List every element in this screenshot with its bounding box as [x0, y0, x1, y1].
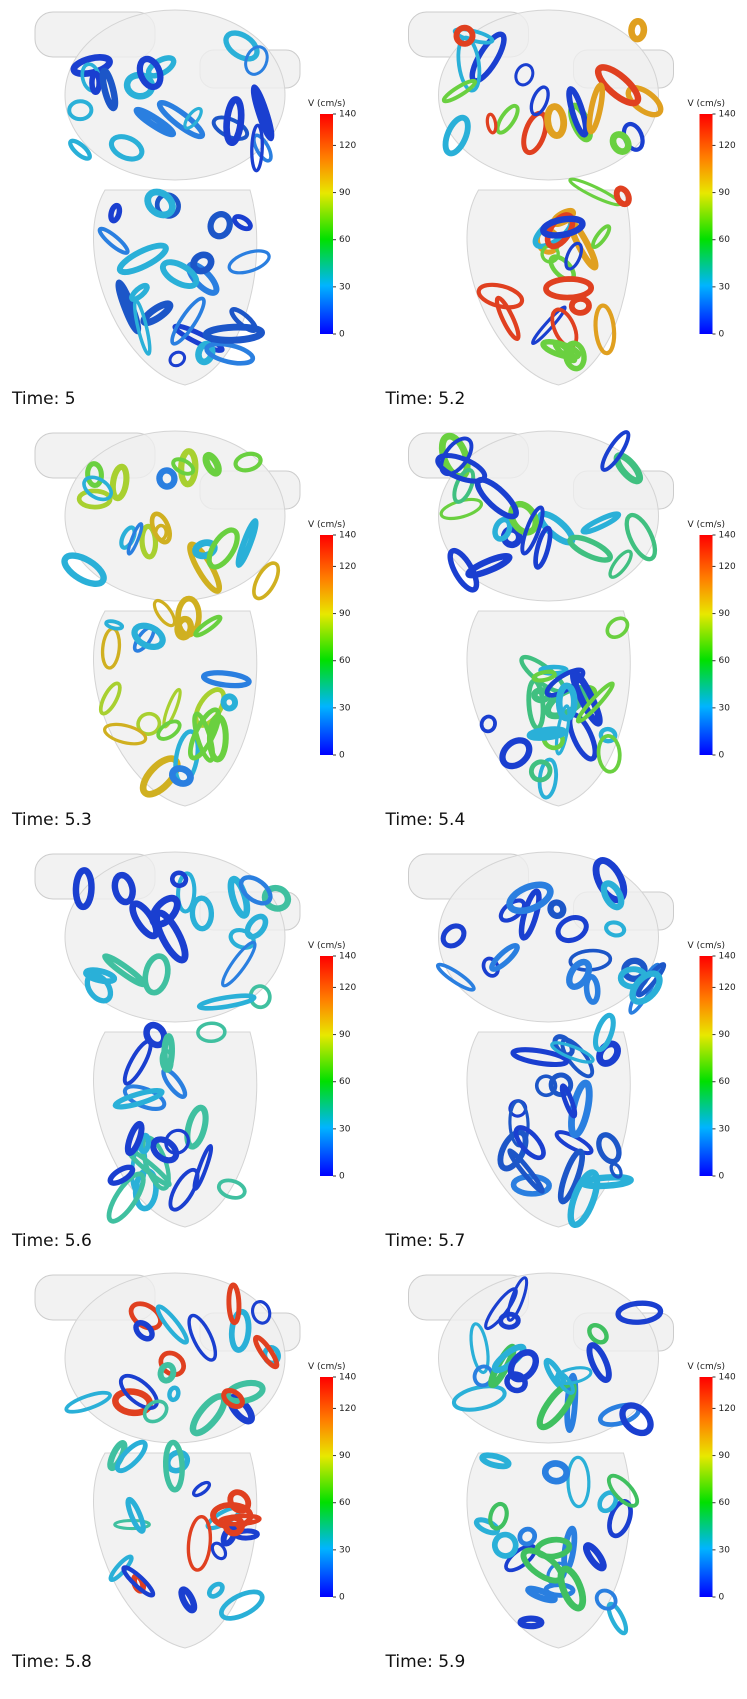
colorbar — [320, 1377, 333, 1597]
panel: V (cm/s) 0 30 60 90 120 140 Time: 5 — [11, 10, 356, 409]
colorbar-tick-label: 60 — [339, 656, 351, 666]
colorbar-tick-label: 0 — [339, 751, 345, 761]
colorbar-tick-label: 0 — [339, 1593, 345, 1603]
colorbar-tick-label: 140 — [719, 110, 736, 120]
colorbar-tick-label: 90 — [339, 188, 351, 198]
colorbar-tick-label: 0 — [719, 1593, 725, 1603]
colorbar-tick-label: 60 — [719, 235, 731, 245]
colorbar-tick-label: 120 — [339, 983, 356, 993]
colorbar-tick-label: 120 — [339, 141, 356, 151]
atrium — [65, 431, 285, 601]
vortex — [631, 21, 645, 40]
colorbar — [700, 1377, 713, 1597]
colorbar-title: V (cm/s) — [688, 1362, 725, 1372]
panel: V (cm/s) 0 30 60 90 120 140 Time: 5.2 — [385, 10, 736, 409]
panel: V (cm/s) 0 30 60 90 120 140 Time: 5.8 — [11, 1273, 356, 1672]
colorbar-title: V (cm/s) — [688, 941, 725, 951]
colorbar-tick-label: 140 — [719, 531, 736, 541]
colorbar-tick-label: 30 — [719, 282, 731, 292]
time-label: Time: 5.2 — [385, 389, 466, 409]
colorbar-tick-label: 30 — [719, 703, 731, 713]
colorbar-tick-label: 90 — [719, 1030, 731, 1040]
colorbar-tick-label: 0 — [719, 751, 725, 761]
colorbar — [320, 956, 333, 1176]
page: V (cm/s) 0 30 60 90 120 140 Time: 5 V (cm/s) 0 30 6… — [0, 0, 747, 1699]
colorbar-tick-label: 0 — [339, 330, 345, 340]
colorbar-title: V (cm/s) — [688, 520, 725, 530]
colorbar — [700, 956, 713, 1176]
colorbar-tick-label: 90 — [719, 188, 731, 198]
colorbar-title: V (cm/s) — [308, 1362, 345, 1372]
panel: V (cm/s) 0 30 60 90 120 140 Time: 5.4 — [385, 429, 736, 830]
colorbar-tick-label: 0 — [719, 330, 725, 340]
colorbar-tick-label: 90 — [339, 609, 351, 619]
time-label: Time: 5.3 — [11, 810, 92, 830]
colorbar-tick-label: 0 — [339, 1172, 345, 1182]
colorbar — [700, 535, 713, 755]
colorbar-tick-label: 60 — [339, 1498, 351, 1508]
time-label: Time: 5.6 — [11, 1231, 92, 1251]
atrium — [439, 852, 659, 1022]
colorbar-tick-label: 140 — [339, 952, 356, 962]
figure: V (cm/s) 0 30 60 90 120 140 Time: 5 V (cm/s) 0 30 6… — [0, 0, 747, 1699]
colorbar-tick-label: 120 — [339, 562, 356, 572]
panel: V (cm/s) 0 30 60 90 120 140 Time: 5.9 — [385, 1273, 736, 1672]
colorbar-tick-label: 90 — [339, 1030, 351, 1040]
time-label: Time: 5.9 — [385, 1652, 466, 1672]
time-label: Time: 5.7 — [385, 1231, 466, 1251]
colorbar-tick-label: 140 — [719, 952, 736, 962]
panel: V (cm/s) 0 30 60 90 120 140 Time: 5.6 — [11, 852, 356, 1251]
colorbar-tick-label: 120 — [339, 1404, 356, 1414]
colorbar-tick-label: 120 — [719, 1404, 736, 1414]
colorbar-tick-label: 60 — [339, 1077, 351, 1087]
colorbar-tick-label: 120 — [719, 141, 736, 151]
colorbar-tick-label: 30 — [339, 1124, 351, 1134]
colorbar-title: V (cm/s) — [688, 99, 725, 109]
colorbar-tick-label: 30 — [339, 282, 351, 292]
time-label: Time: 5 — [11, 389, 76, 409]
colorbar-tick-label: 90 — [719, 609, 731, 619]
colorbar-tick-label: 140 — [339, 110, 356, 120]
colorbar-tick-label: 30 — [719, 1124, 731, 1134]
colorbar-tick-label: 140 — [339, 1373, 356, 1383]
colorbar-tick-label: 30 — [339, 703, 351, 713]
colorbar-tick-label: 120 — [719, 983, 736, 993]
colorbar-tick-label: 90 — [719, 1451, 731, 1461]
colorbar-tick-label: 140 — [719, 1373, 736, 1383]
time-label: Time: 5.8 — [11, 1652, 92, 1672]
panel: V (cm/s) 0 30 60 90 120 140 Time: 5.7 — [385, 852, 736, 1251]
colorbar-tick-label: 90 — [339, 1451, 351, 1461]
colorbar-tick-label: 60 — [719, 1077, 731, 1087]
colorbar-tick-label: 0 — [719, 1172, 725, 1182]
colorbar — [700, 114, 713, 334]
colorbar-title: V (cm/s) — [308, 99, 345, 109]
panel: V (cm/s) 0 30 60 90 120 140 Time: 5.3 — [11, 431, 356, 830]
colorbar-tick-label: 120 — [719, 562, 736, 572]
colorbar-title: V (cm/s) — [308, 941, 345, 951]
colorbar-tick-label: 60 — [719, 1498, 731, 1508]
colorbar-tick-label: 30 — [339, 1545, 351, 1555]
colorbar-tick-label: 140 — [339, 531, 356, 541]
colorbar-title: V (cm/s) — [308, 520, 345, 530]
colorbar-tick-label: 60 — [719, 656, 731, 666]
colorbar — [320, 114, 333, 334]
time-label: Time: 5.4 — [385, 810, 466, 830]
vortex — [530, 728, 564, 738]
colorbar — [320, 535, 333, 755]
colorbar-tick-label: 30 — [719, 1545, 731, 1555]
vortex — [617, 1400, 656, 1438]
colorbar-tick-label: 60 — [339, 235, 351, 245]
